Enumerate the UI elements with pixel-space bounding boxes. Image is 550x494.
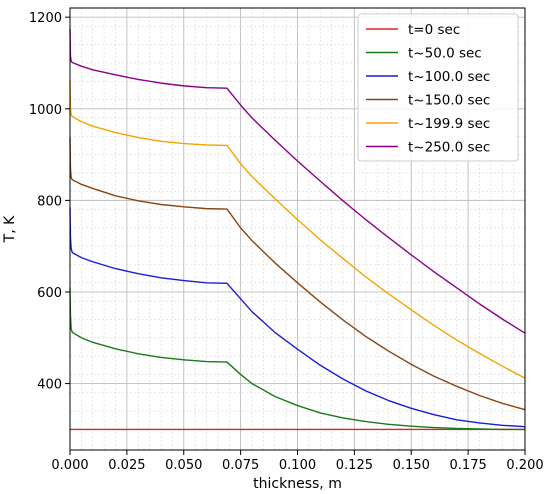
x-tick-label: 0.175	[450, 458, 487, 473]
x-tick-label: 0.125	[336, 458, 373, 473]
legend: t=0 sec t~50.0 sec t~100.0 sec t~150.0 sec t…	[357, 13, 519, 162]
series-line-1	[69, 287, 525, 431]
legend-label: t~199.9 sec	[408, 116, 490, 132]
y-axis-ticks: 400 600 800 1000 1200	[29, 11, 70, 393]
y-tick-label: 1200	[29, 11, 62, 26]
x-tick-label: 0.100	[279, 458, 316, 473]
legend-label: t~150.0 sec	[408, 93, 490, 109]
y-tick-label: 400	[37, 378, 62, 393]
x-axis-ticks: 0.000 0.025 0.050 0.075 0.100 0.125 0.150 0.175…	[51, 450, 544, 473]
series-line-4	[69, 79, 526, 379]
legend-label: t~250.0 sec	[408, 140, 490, 156]
legend-box	[357, 13, 519, 162]
x-tick-label: 0.050	[165, 458, 202, 473]
series-line-5	[69, 28, 526, 334]
y-tick-label: 600	[37, 286, 62, 301]
y-tick-label: 1000	[29, 103, 62, 118]
series-line-3	[69, 137, 526, 411]
series-line-2	[69, 207, 526, 428]
series-layer	[69, 28, 526, 431]
legend-label: t~50.0 sec	[408, 46, 482, 62]
x-tick-label: 0.075	[222, 458, 259, 473]
legend-label: t~100.0 sec	[408, 69, 490, 85]
legend-label: t=0 sec	[408, 22, 460, 38]
x-tick-label: 0.025	[108, 458, 145, 473]
x-axis-label: thickness, m	[253, 476, 342, 492]
y-axis-label: T, K	[2, 215, 18, 243]
x-tick-label: 0.150	[393, 458, 430, 473]
x-tick-label: 0.000	[51, 458, 88, 473]
y-tick-label: 800	[37, 194, 62, 209]
x-tick-label: 0.200	[506, 458, 543, 473]
